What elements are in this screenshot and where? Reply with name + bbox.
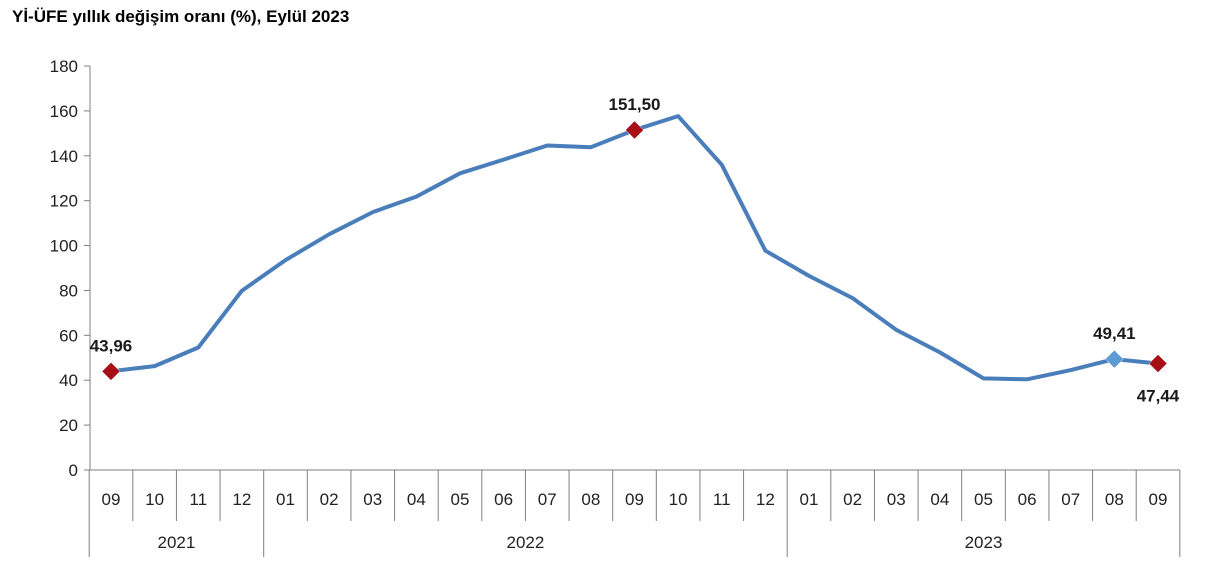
y-tick-label: 100 bbox=[50, 237, 78, 256]
x-tick-label: 02 bbox=[843, 490, 862, 509]
year-label: 2022 bbox=[507, 533, 545, 552]
x-tick-label: 02 bbox=[320, 490, 339, 509]
x-tick-label: 11 bbox=[189, 490, 207, 509]
x-tick-label: 03 bbox=[887, 490, 906, 509]
data-point-marker bbox=[625, 120, 644, 140]
y-tick-label: 20 bbox=[59, 416, 78, 435]
x-tick-label: 05 bbox=[451, 490, 470, 509]
year-label: 2021 bbox=[158, 533, 196, 552]
x-tick-label: 07 bbox=[1061, 490, 1080, 509]
x-tick-label: 06 bbox=[494, 490, 513, 509]
y-tick-label: 60 bbox=[59, 326, 78, 345]
x-tick-label: 10 bbox=[669, 490, 688, 509]
y-tick-label: 160 bbox=[50, 102, 78, 121]
series-line bbox=[109, 114, 1160, 382]
year-label: 2023 bbox=[965, 533, 1003, 552]
x-tick-label: 08 bbox=[1105, 490, 1124, 509]
y-tick-label: 0 bbox=[69, 461, 78, 480]
x-tick-label: 09 bbox=[102, 490, 121, 509]
y-tick-label: 180 bbox=[50, 57, 78, 76]
x-tick-label: 09 bbox=[1149, 490, 1168, 509]
x-tick-label: 06 bbox=[1018, 490, 1037, 509]
x-tick-label: 08 bbox=[581, 490, 600, 509]
data-label: 47,44 bbox=[1137, 387, 1180, 406]
y-tick-label: 40 bbox=[59, 371, 78, 390]
y-tick-label: 140 bbox=[50, 147, 78, 166]
x-tick-label: 01 bbox=[276, 490, 295, 509]
x-tick-label: 05 bbox=[974, 490, 993, 509]
x-tick-label: 12 bbox=[756, 490, 775, 509]
data-point-marker bbox=[101, 361, 121, 381]
data-point-marker bbox=[1148, 354, 1168, 373]
x-tick-label: 01 bbox=[800, 490, 819, 509]
x-tick-label: 07 bbox=[538, 490, 557, 509]
x-tick-label: 12 bbox=[232, 490, 251, 509]
x-tick-label: 03 bbox=[363, 490, 382, 509]
x-tick-label: 04 bbox=[407, 490, 426, 509]
data-label: 49,41 bbox=[1093, 324, 1136, 343]
x-tick-label: 11 bbox=[713, 490, 731, 509]
data-label: 43,96 bbox=[90, 336, 133, 355]
data-point-marker bbox=[1105, 349, 1124, 369]
x-tick-label: 09 bbox=[625, 490, 644, 509]
x-tick-label: 10 bbox=[145, 490, 164, 509]
x-tick-label: 04 bbox=[930, 490, 949, 509]
chart-title: Yİ-ÜFE yıllık değişim oranı (%), Eylül 2… bbox=[12, 7, 350, 26]
y-tick-label: 80 bbox=[59, 281, 78, 300]
y-tick-label: 120 bbox=[50, 192, 78, 211]
data-label: 151,50 bbox=[609, 95, 661, 114]
